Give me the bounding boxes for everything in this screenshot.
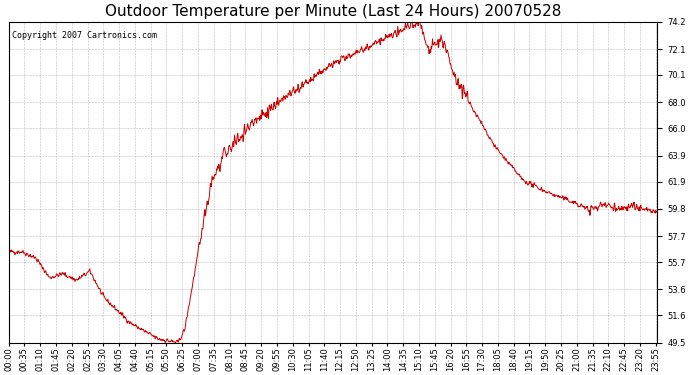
Text: Copyright 2007 Cartronics.com: Copyright 2007 Cartronics.com xyxy=(12,32,157,40)
Title: Outdoor Temperature per Minute (Last 24 Hours) 20070528: Outdoor Temperature per Minute (Last 24 … xyxy=(105,4,561,19)
